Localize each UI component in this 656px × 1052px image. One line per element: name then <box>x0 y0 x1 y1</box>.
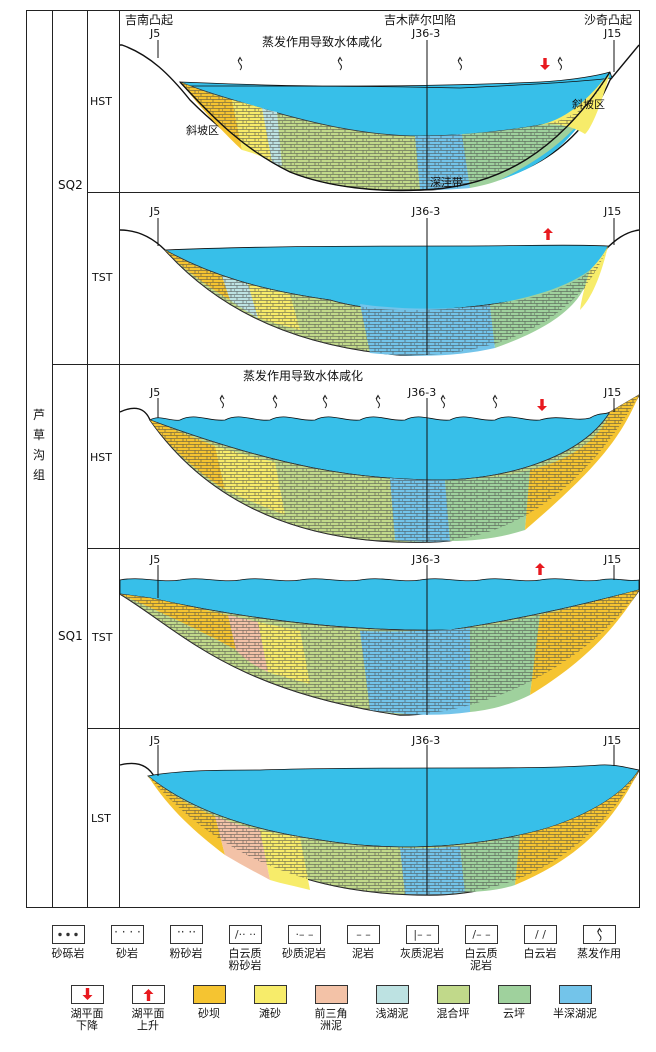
legend-swatch <box>111 925 144 944</box>
legend-facies <box>71 985 592 1004</box>
lake-level-rise-arrow-icon <box>543 228 553 240</box>
deep-zone-label: 深洼带 <box>430 176 463 189</box>
lake-level-fall-arrow-icon <box>540 58 550 70</box>
legend-swatch <box>524 925 557 944</box>
legend-label: 砂质泥岩 <box>282 947 326 960</box>
legend-label: 白云岩 <box>523 947 557 960</box>
legend-lithology: · · · · ·· ·· /·· ·· ·– – – – |– – /– – … <box>52 925 616 944</box>
well-label-j36-3: J36-3 <box>412 734 441 747</box>
well-label-j15: J15 <box>604 27 622 40</box>
legend-label: 白云质 泥岩 <box>464 947 498 972</box>
legend-label: 白云质 粉砂岩 <box>228 947 262 972</box>
evaporation-icon <box>237 57 243 71</box>
panel-sq1-hst <box>119 393 641 543</box>
lake-level-fall-arrow-icon <box>537 399 547 411</box>
svg-text:/·· ··: /·· ·· <box>235 928 256 941</box>
legend-swatch <box>254 985 287 1004</box>
legend-label: 云坪 <box>503 1007 525 1020</box>
legend-swatch <box>376 985 409 1004</box>
svg-text:·· ··: ·· ·· <box>177 925 196 939</box>
well-label-j5: J5 <box>150 27 161 40</box>
systems-tract-label: HST <box>90 451 112 464</box>
center-low-label: 吉木萨尔凹陷 <box>384 13 457 27</box>
legend-swatch <box>229 925 262 944</box>
panel-sq1-lst <box>119 745 640 896</box>
legend-label: 泥岩 <box>352 947 374 960</box>
well-label-j5: J5 <box>150 205 161 218</box>
legend-swatch <box>559 985 592 1004</box>
legend-label: 砂岩 <box>116 947 138 960</box>
evaporation-icon <box>457 57 463 71</box>
legend-swatch <box>170 925 203 944</box>
legend-label: 半深湖泥 <box>553 1007 597 1020</box>
panel-sq1-tst <box>119 563 640 716</box>
well-label-j5: J5 <box>150 386 161 399</box>
legend-swatch <box>498 985 531 1004</box>
systems-tract-label: TST <box>92 631 113 644</box>
legend-label: 湖平面 下降 <box>70 1007 104 1032</box>
legend-label: 粉砂岩 <box>169 947 203 960</box>
evaporation-icon <box>440 395 446 409</box>
legend-swatch <box>193 985 226 1004</box>
evaporation-annotation: 蒸发作用导致水体咸化 <box>262 35 383 49</box>
well-label-j15: J15 <box>604 205 622 218</box>
legend-swatch <box>465 925 498 944</box>
legend-swatch <box>437 985 470 1004</box>
systems-tract-label: LST <box>91 812 111 825</box>
legend-swatch <box>288 925 321 944</box>
evaporation-icon <box>272 395 278 409</box>
slope-zone-label: 斜坡区 <box>572 98 605 111</box>
legend-label: 蒸发作用 <box>577 947 621 960</box>
legend-label: 灰质泥岩 <box>400 947 444 960</box>
well-label-j15: J15 <box>604 734 622 747</box>
systems-tract-label: HST <box>90 95 112 108</box>
systems-tract-label: TST <box>92 271 113 284</box>
slope-zone-label: 斜坡区 <box>186 124 219 137</box>
panel-sq2-tst <box>119 218 640 356</box>
svg-text:/– –: /– – <box>472 928 490 941</box>
legend-label: 浅湖泥 <box>375 1007 409 1020</box>
evaporation-icon <box>375 395 381 409</box>
left-high-label: 吉南凸起 <box>125 13 174 27</box>
evaporation-icon <box>492 395 498 409</box>
legend-label: 砂坝 <box>198 1007 220 1020</box>
svg-text:– –: – – <box>356 928 371 941</box>
well-label-j15: J15 <box>604 386 622 399</box>
svg-text:|– –: |– – <box>413 928 431 941</box>
well-label-j36-3: J36-3 <box>412 205 441 218</box>
well-label-j36-3: J36-3 <box>412 27 441 40</box>
right-high-label: 沙奇凸起 <box>584 13 633 27</box>
svg-text:·– –: ·– – <box>296 928 314 941</box>
well-label-j5: J5 <box>150 734 161 747</box>
well-label-j36-3: J36-3 <box>412 553 441 566</box>
well-label-j36-3: J36-3 <box>408 386 437 399</box>
svg-text:/ /: / / <box>535 928 546 941</box>
formation-label: 芦草沟组 <box>32 408 45 482</box>
lake-level-rise-arrow-icon <box>535 563 545 575</box>
evaporation-icon <box>219 395 225 409</box>
legend-swatch <box>315 985 348 1004</box>
legend-label: 砂砾岩 <box>51 947 85 960</box>
legend-label: 混合坪 <box>436 1007 470 1020</box>
sequence-label-sq2: SQ2 <box>58 178 83 192</box>
evaporation-icon <box>557 57 563 71</box>
legend-label: 滩砂 <box>259 1007 281 1020</box>
evaporation-annotation: 蒸发作用导致水体咸化 <box>243 369 364 383</box>
legend-swatch <box>406 925 439 944</box>
evaporation-icon <box>322 395 328 409</box>
legend-label: 前三角 洲泥 <box>314 1007 348 1032</box>
panel-sq2-hst <box>120 40 640 192</box>
well-label-j5: J5 <box>150 553 161 566</box>
frame <box>26 10 640 908</box>
legend-label: 湖平面 上升 <box>131 1007 165 1032</box>
sequence-label-sq1: SQ1 <box>58 629 83 643</box>
svg-text:· · · ·: · · · · <box>114 925 141 939</box>
well-label-j15: J15 <box>604 553 622 566</box>
legend-swatch <box>347 925 380 944</box>
evaporation-icon <box>337 57 343 71</box>
